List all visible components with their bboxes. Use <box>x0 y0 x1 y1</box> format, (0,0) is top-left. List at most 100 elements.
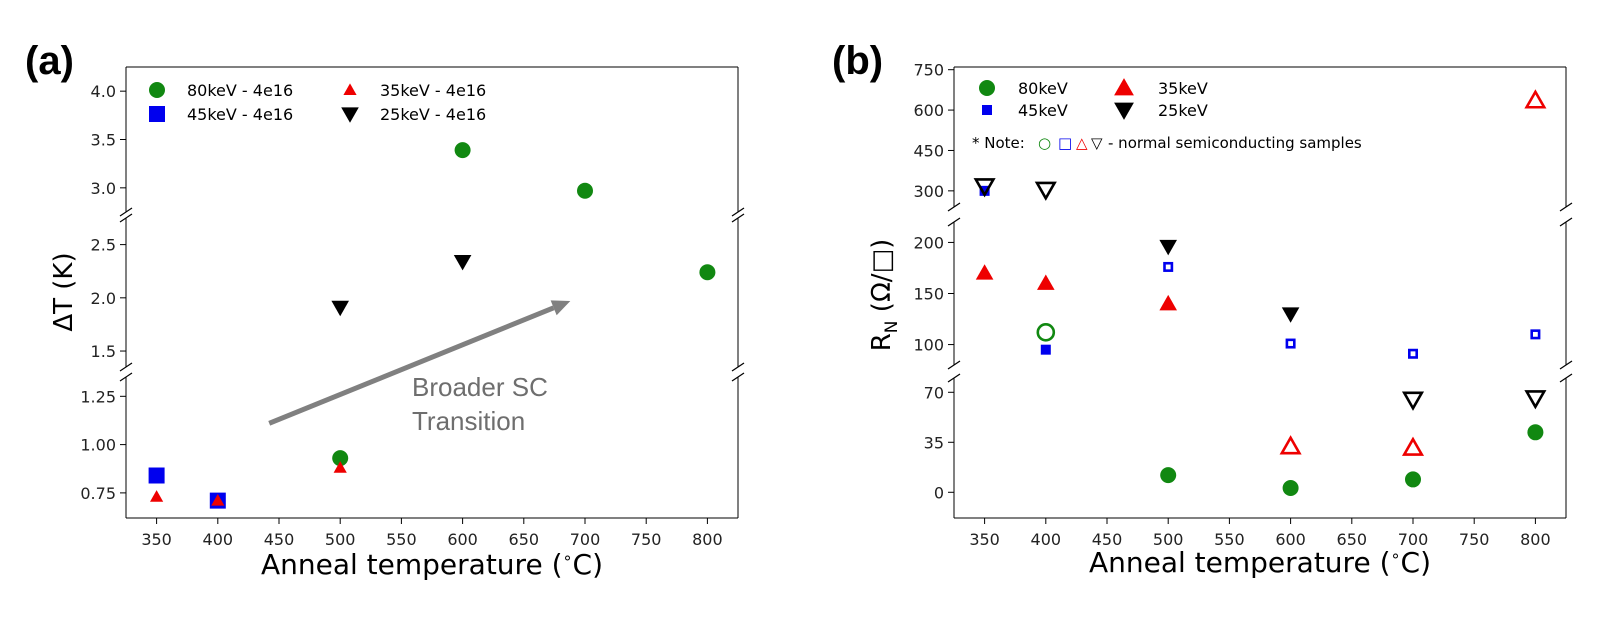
legend-marker <box>979 80 995 96</box>
data-point <box>333 461 347 473</box>
note-symbol: ▽ <box>1091 134 1103 152</box>
x-axis-label: Anneal temperature (∘C) <box>261 548 603 581</box>
note-symbol: □ <box>1058 134 1072 152</box>
y-tick-label: 2.0 <box>91 289 116 308</box>
data-point <box>1036 323 1056 342</box>
x-tick-label: 450 <box>264 530 295 549</box>
x-tick-label: 750 <box>631 530 662 549</box>
legend-marker <box>982 105 992 115</box>
data-point <box>1405 471 1421 488</box>
axis-break-mark <box>1559 360 1573 370</box>
annotation-arrow-shaft <box>268 305 555 426</box>
legend-marker <box>341 107 359 123</box>
y-axis-label: RN (Ω/□) <box>867 239 902 352</box>
x-tick-label: 550 <box>1214 530 1245 549</box>
legend-marker <box>149 106 165 122</box>
y-axis-label: ΔT (K) <box>49 252 79 331</box>
y-tick-label: 4.0 <box>91 82 116 101</box>
legend-marker <box>1114 102 1134 120</box>
data-point <box>973 178 996 198</box>
data-point <box>1527 424 1544 441</box>
y-tick-label: 300 <box>913 182 944 201</box>
x-tick-label: 600 <box>447 530 478 549</box>
data-point <box>454 142 471 159</box>
note-suffix: - normal semiconducting samples <box>1108 134 1362 152</box>
x-tick-label: 350 <box>969 530 1000 549</box>
x-axis-label: Anneal temperature (∘C) <box>1089 546 1431 579</box>
y-tick-label: 200 <box>913 233 944 252</box>
note-symbol: ○ <box>1038 134 1051 152</box>
data-point <box>1159 239 1177 256</box>
y-tick-label: 450 <box>913 141 944 160</box>
y-tick-label: 150 <box>913 285 944 304</box>
data-point <box>1034 181 1057 201</box>
x-tick-label: 500 <box>1153 530 1184 549</box>
panel-label: (a) <box>25 39 74 83</box>
axis-break-mark <box>947 202 961 212</box>
x-tick-label: 750 <box>1459 530 1490 549</box>
annotation-text-line2: Transition <box>412 406 525 436</box>
y-tick-label: 1.25 <box>80 387 116 406</box>
note-prefix: * Note: <box>972 134 1025 152</box>
y-tick-label: 2.5 <box>91 236 116 255</box>
x-tick-label: 350 <box>141 530 172 549</box>
data-point <box>150 490 164 502</box>
data-point <box>1159 294 1177 311</box>
y-tick-label: 100 <box>913 336 944 355</box>
x-tick-label: 400 <box>203 530 234 549</box>
x-tick-label: 650 <box>1337 530 1368 549</box>
y-tick-label: 600 <box>913 101 944 120</box>
y-tick-label: 70 <box>924 383 944 402</box>
legend-marker <box>343 83 357 95</box>
data-point <box>211 494 225 506</box>
data-point <box>148 467 165 484</box>
legend-label: 45keV <box>1018 101 1068 120</box>
data-point <box>1285 338 1296 349</box>
legend-label: 35keV <box>1158 79 1208 98</box>
annotation-arrow-head <box>550 300 571 316</box>
x-tick-label: 800 <box>692 530 723 549</box>
legend-label: 80keV <box>1018 79 1068 98</box>
data-point <box>1040 344 1051 355</box>
data-point <box>1530 329 1541 340</box>
data-point <box>979 185 990 196</box>
x-tick-label: 700 <box>570 530 601 549</box>
y-tick-label: 750 <box>913 61 944 80</box>
y-tick-label: 3.0 <box>91 179 116 198</box>
data-point <box>1279 435 1302 455</box>
panel-label: (b) <box>832 39 883 83</box>
data-point <box>332 450 349 467</box>
y-tick-label: 0.75 <box>80 484 116 503</box>
legend-label: 45keV - 4e16 <box>187 105 293 124</box>
data-point <box>1524 89 1547 109</box>
panel-a: (a) 4.0 3.5 3.0 2.5 2.0 1.5 1.25 1.00 0.75 350 400 4… <box>25 39 745 581</box>
data-point <box>1163 261 1174 272</box>
legend-label: 25keV <box>1158 101 1208 120</box>
legend-marker <box>1114 78 1134 96</box>
data-point <box>1160 467 1177 484</box>
x-tick-label: 800 <box>1520 530 1551 549</box>
data-point <box>331 300 349 317</box>
y-tick-label: 35 <box>924 433 944 452</box>
axis-break-mark <box>731 207 745 217</box>
data-point <box>1524 390 1547 410</box>
y-tick-label: 1.5 <box>91 342 116 361</box>
legend-marker <box>149 82 165 98</box>
axis-break-mark <box>119 362 133 372</box>
annotation-text-line1: Broader SC <box>412 372 548 402</box>
axis-break-mark <box>947 360 961 370</box>
x-tick-label: 500 <box>325 530 356 549</box>
y-tick-label: 3.5 <box>91 131 116 150</box>
data-point <box>1282 480 1299 496</box>
note-symbol: △ <box>1076 134 1088 152</box>
data-point <box>1401 436 1425 456</box>
data-point <box>1401 391 1425 411</box>
x-tick-label: 650 <box>509 530 540 549</box>
x-tick-label: 550 <box>386 530 417 549</box>
y-tick-label: 0 <box>934 483 944 502</box>
x-tick-label: 400 <box>1031 530 1062 549</box>
y-tick-label: 1.00 <box>80 436 116 455</box>
x-tick-label: 450 <box>1092 530 1123 549</box>
